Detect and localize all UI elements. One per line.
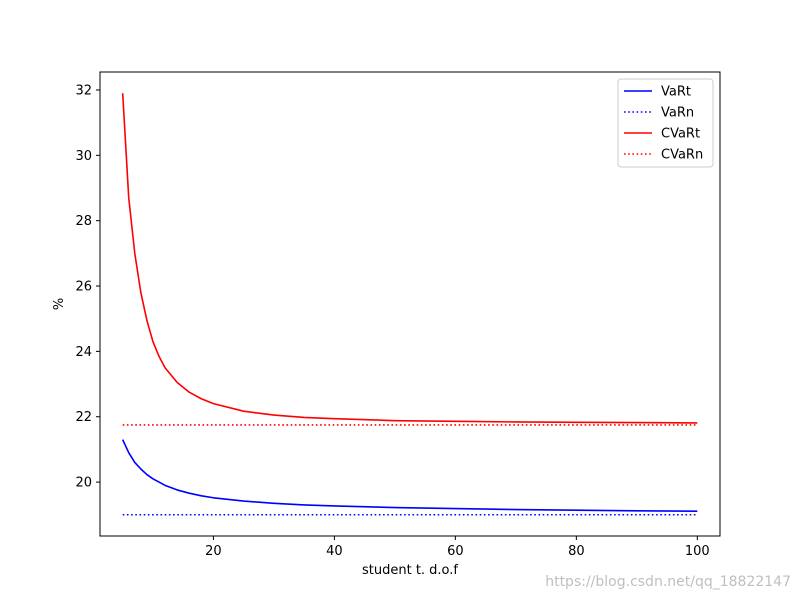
legend-label-vart: VaRt — [661, 85, 691, 100]
y-tick-label: 20 — [75, 476, 92, 491]
series-lines — [121, 93, 698, 516]
y-tick-label: 28 — [75, 214, 92, 229]
y-tick-label: 24 — [75, 345, 92, 360]
y-axis-label: % — [52, 298, 67, 310]
legend-label-varn: VaRn — [661, 106, 694, 121]
y-tick-label: 32 — [75, 83, 92, 98]
x-tick-label: 80 — [568, 544, 585, 559]
x-tick-label: 40 — [326, 544, 343, 559]
plot-background — [100, 72, 720, 536]
x-tick-label: 60 — [447, 544, 464, 559]
y-axis-ticks: 20 22 24 26 28 30 32 — [75, 83, 100, 491]
x-axis-label: student t. d.o.f — [362, 563, 458, 578]
legend-label-cvart: CVaRt — [661, 127, 700, 142]
y-tick-label: 30 — [75, 149, 92, 164]
x-tick-label: 20 — [205, 544, 222, 559]
y-tick-label: 22 — [75, 410, 92, 425]
series-line-cvart — [121, 93, 698, 424]
y-tick-label: 26 — [75, 280, 92, 295]
series-line-vart — [121, 439, 698, 512]
x-tick-label: 100 — [685, 544, 710, 559]
legend-box — [617, 78, 714, 168]
legend: VaRt VaRn CVaRt CVaRn — [617, 78, 714, 168]
watermark-text: https://blog.csdn.net/qq_18822147 — [545, 574, 791, 590]
legend-label-cvarn: CVaRn — [661, 148, 703, 163]
plot-frame — [99, 71, 721, 537]
x-axis-ticks: 20 40 60 80 100 — [205, 536, 710, 559]
